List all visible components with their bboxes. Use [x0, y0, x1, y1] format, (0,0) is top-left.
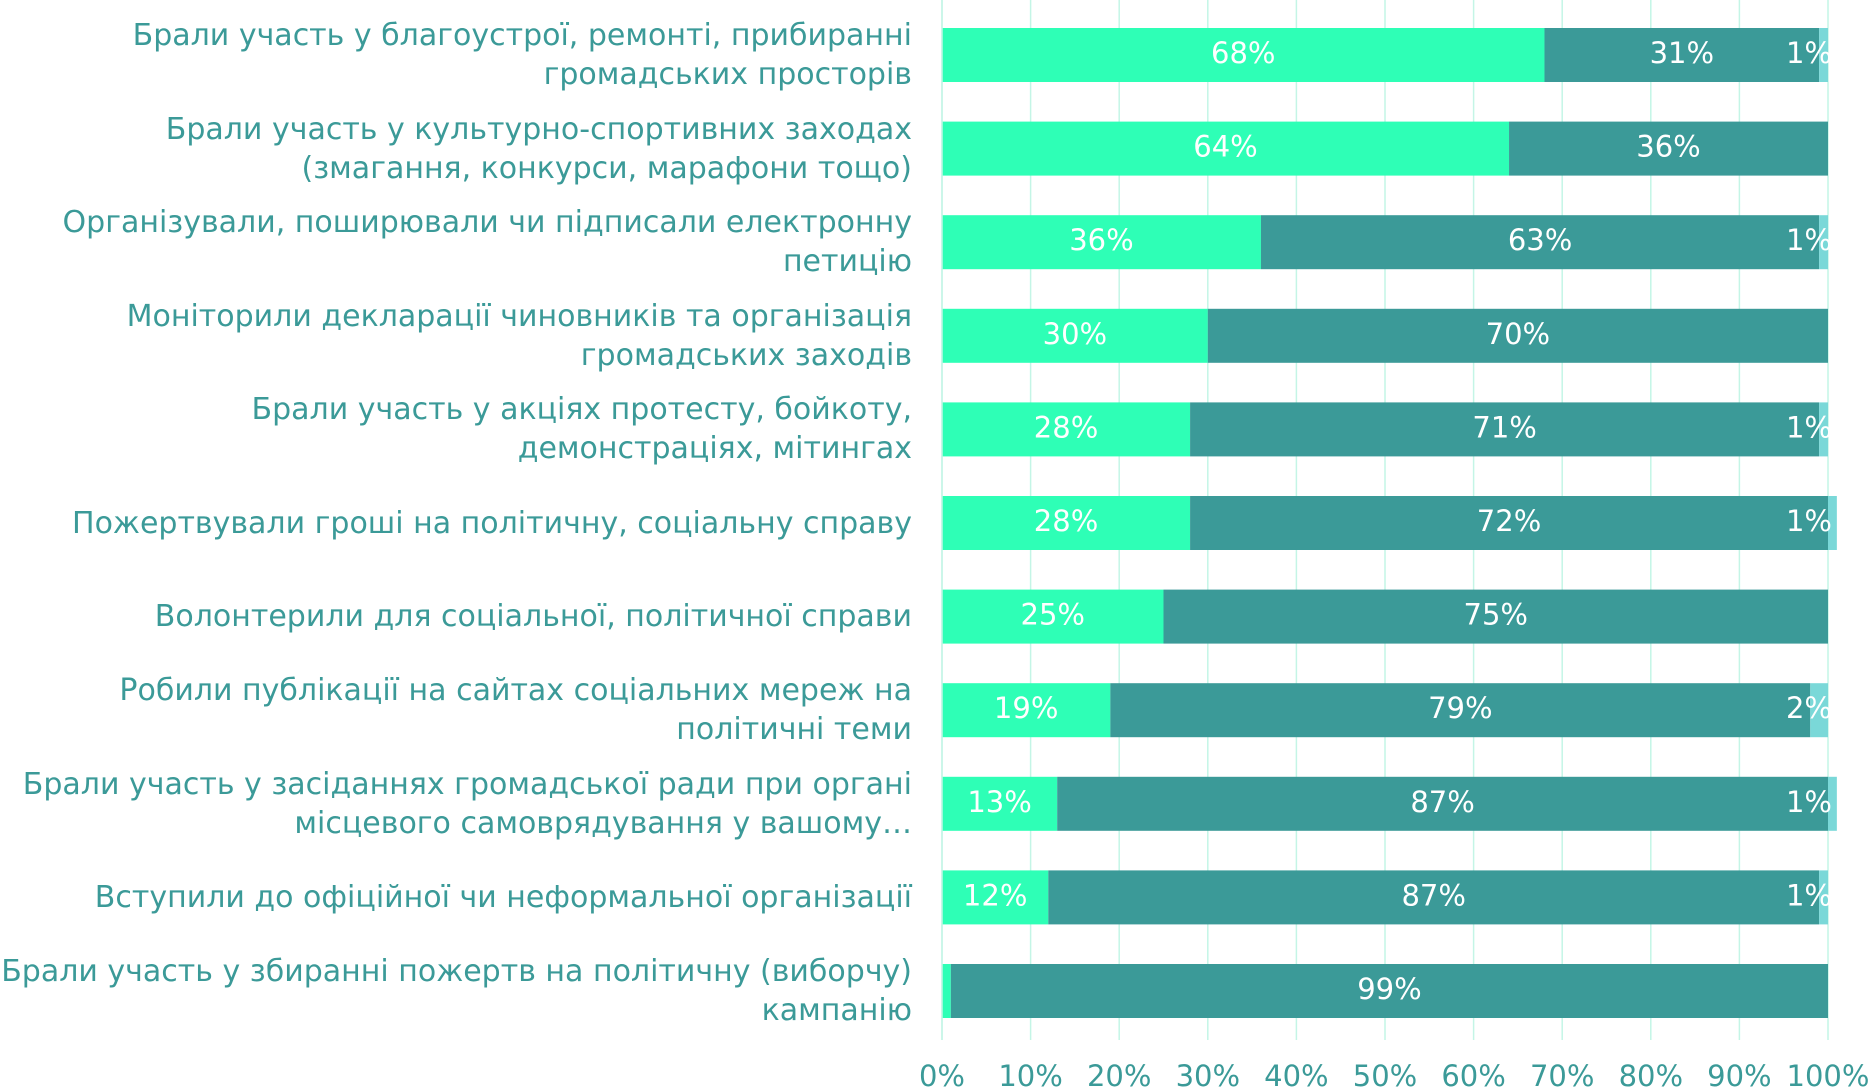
bar-segment [942, 870, 1049, 925]
bar-segment [1110, 683, 1811, 738]
bar-segment [1810, 683, 1828, 738]
bar-segment [942, 683, 1111, 738]
value-label: 79% [1428, 691, 1492, 725]
bar-segment [942, 776, 1058, 831]
bar-segment [1509, 121, 1828, 176]
value-label: 30% [1043, 317, 1107, 351]
bar-segment [942, 308, 1208, 363]
x-tick-label: 70% [1530, 1059, 1594, 1092]
value-label: 1% [1786, 504, 1832, 538]
value-label: 2% [1786, 691, 1832, 725]
category-label: Брали участь у культурно-спортивних захо… [165, 111, 912, 186]
category-label: Брали участь у засіданнях громадської ра… [22, 766, 912, 841]
bar-segment [1819, 215, 1828, 270]
x-tick-label: 20% [1087, 1059, 1151, 1092]
bar-segment [1190, 402, 1820, 457]
value-label: 1% [1786, 36, 1832, 70]
value-label: 1% [1786, 878, 1832, 912]
bar-segment [942, 121, 1510, 176]
category-label: Пожертвували гроші на політичну, соціаль… [72, 505, 912, 541]
bar-segment [1163, 589, 1828, 644]
bar-segment [942, 964, 951, 1018]
x-tick-label: 0% [919, 1059, 965, 1092]
value-label: 1% [1786, 785, 1832, 819]
value-label: 12% [963, 878, 1027, 912]
value-label: 70% [1486, 317, 1550, 351]
bar-segment [1048, 870, 1820, 925]
category-label: Робили публікації на сайтах соціальних м… [119, 673, 912, 748]
x-tick-label: 80% [1619, 1059, 1683, 1092]
category-label: Брали участь у благоустрої, ремонті, при… [132, 18, 912, 92]
value-label: 1% [1786, 410, 1832, 444]
value-label: 28% [1034, 410, 1098, 444]
category-label: Вступили до офіційної чи неформальної ор… [94, 879, 912, 915]
bar-segment [942, 215, 1261, 270]
value-label: 19% [994, 691, 1058, 725]
bar-segment [1819, 870, 1828, 925]
x-tick-label: 50% [1353, 1059, 1417, 1092]
bar-segment [1819, 28, 1828, 82]
category-label: Моніторили декларації чиновників та орга… [126, 298, 912, 373]
value-label: 64% [1193, 130, 1257, 164]
x-tick-label: 100% [1787, 1059, 1870, 1092]
value-label: 63% [1508, 223, 1572, 257]
bar-segment [1544, 28, 1820, 82]
x-tick-label: 90% [1707, 1059, 1771, 1092]
x-tick-label: 30% [1176, 1059, 1240, 1092]
value-label: 68% [1211, 36, 1275, 70]
value-label: 31% [1650, 36, 1714, 70]
x-tick-label: 60% [1441, 1059, 1505, 1092]
bar-segment [950, 964, 1828, 1018]
value-label: 25% [1021, 598, 1085, 632]
value-label: 36% [1069, 223, 1133, 257]
value-label: 36% [1636, 130, 1700, 164]
value-label: 99% [1357, 972, 1421, 1006]
category-label: Волонтерили для соціальної, політичної с… [154, 599, 912, 635]
bar-segment [942, 496, 1191, 550]
bar-segment [1057, 776, 1828, 831]
bar-segment [942, 28, 1545, 82]
x-tick-label: 10% [998, 1059, 1062, 1092]
value-label: 72% [1477, 504, 1541, 538]
x-tick-label: 40% [1264, 1059, 1328, 1092]
value-label: 28% [1034, 504, 1098, 538]
bar-segment [942, 402, 1191, 457]
value-label: 13% [967, 785, 1031, 819]
bar-segment [1819, 402, 1828, 457]
value-label: 87% [1401, 878, 1465, 912]
category-label: Брали участь у акціях протесту, бойкоту,… [251, 392, 912, 467]
bar-segment [1190, 496, 1828, 550]
bar-segment [1207, 308, 1828, 363]
value-label: 1% [1786, 223, 1832, 257]
category-label: Організували, поширювали чи підписали ел… [62, 205, 912, 280]
value-label: 75% [1464, 598, 1528, 632]
bar-segment [1260, 215, 1820, 270]
value-label: 87% [1410, 785, 1474, 819]
bar-segment [1828, 776, 1837, 831]
bar-segment [1828, 496, 1837, 550]
value-label: 71% [1472, 410, 1536, 444]
bar-segment [942, 589, 1164, 644]
category-label: Брали участь у збиранні пожертв на політ… [1, 954, 912, 1028]
